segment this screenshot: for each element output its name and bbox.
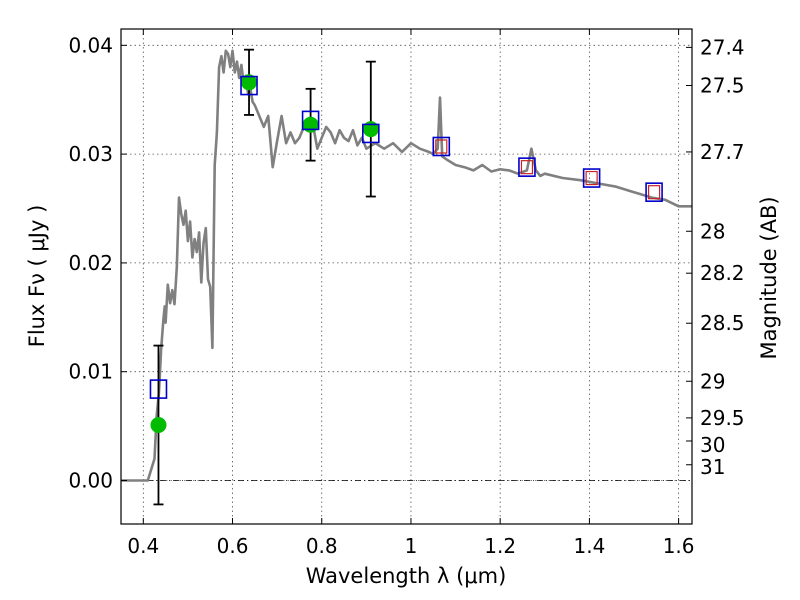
magnitude-tick-label: 29	[700, 369, 725, 393]
x-tick-label: 0.6	[217, 534, 249, 558]
x-tick-label: 1.6	[663, 534, 695, 558]
y-tick-label: 0.02	[68, 251, 113, 275]
observed-point	[150, 417, 167, 433]
y-axis-label: Flux Fν ( μJy )	[25, 205, 49, 348]
magnitude-tick-label: 27.7	[700, 140, 745, 164]
x-tick-label: 0.8	[306, 534, 338, 558]
magnitude-tick-label: 27.4	[700, 35, 745, 59]
model-photometry-square	[240, 75, 258, 96]
model-photometry-square	[645, 182, 663, 202]
model-photometry-square	[149, 379, 168, 399]
observed-point	[362, 121, 379, 138]
magnitude-tick-label: 29.5	[700, 406, 745, 430]
x-tick-label: 1	[405, 534, 418, 558]
y-tick-label: 0.03	[68, 142, 113, 166]
magnitude-tick-label: 28.2	[700, 261, 745, 285]
axis-ticks	[121, 29, 692, 524]
model-photometry-square	[432, 136, 451, 157]
y-tick-labels: 0.00 0.01 0.02 0.03 0.04	[68, 33, 113, 492]
model-photometry-square	[518, 157, 536, 177]
y-tick-label: 0.01	[68, 360, 113, 384]
magnitude-tick-label: 28	[700, 219, 725, 243]
magnitude-tick-label: 27.5	[700, 73, 745, 97]
x-tick-label: 1.2	[484, 534, 516, 558]
observed-point	[241, 74, 258, 91]
model-spectrum-line	[121, 49, 692, 482]
magnitude-axis-label: Magnitude (AB)	[757, 196, 781, 359]
observed-point	[302, 116, 319, 133]
model-photometry-inner-square	[520, 160, 534, 175]
model-photometry-inner-square	[585, 170, 598, 186]
x-axis-label: Wavelength λ (μm)	[306, 564, 507, 588]
model-photometry-square	[301, 110, 320, 131]
y-tick-label: 0.04	[68, 33, 113, 57]
x-tick-label: 1.4	[573, 534, 605, 558]
model-photometry-square	[362, 123, 380, 144]
x-tick-label: 0.4	[127, 534, 159, 558]
x-tick-labels: 0.4 0.6 0.8 1 1.2 1.4 1.6	[127, 534, 694, 558]
model-photometry-square	[582, 168, 601, 188]
y-tick-label: 0.00	[68, 468, 113, 492]
observed-points	[150, 74, 379, 433]
model-photometry-points	[149, 75, 663, 399]
magnitude-tick-label: 31	[700, 455, 725, 479]
plot-frame	[120, 28, 693, 525]
magnitude-tick-label: 30	[700, 433, 725, 457]
model-spectrum-layer	[121, 49, 692, 482]
magnitude-tick-label: 28.5	[700, 311, 745, 335]
model-photometry-inner-square	[647, 185, 661, 200]
model-photometry-inner-square	[435, 139, 448, 154]
plot-background	[121, 29, 692, 524]
